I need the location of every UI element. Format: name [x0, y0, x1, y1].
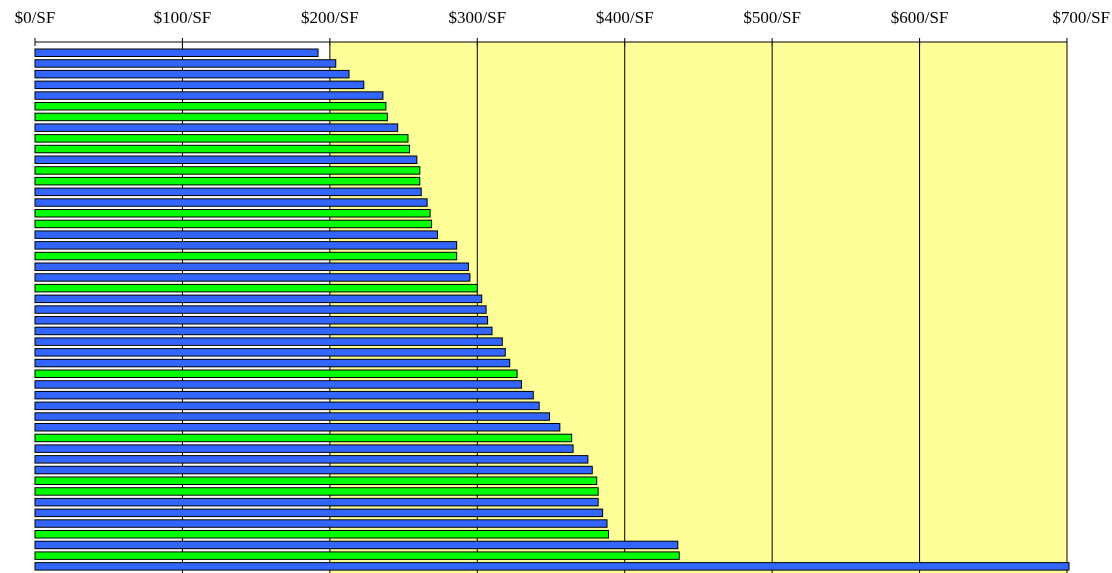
tick-label: $200/SF [301, 8, 359, 27]
bar [34, 519, 608, 528]
tick-label: $700/SF [1052, 8, 1110, 27]
bar [34, 455, 589, 464]
bar [34, 262, 469, 271]
bar [34, 283, 478, 293]
bar [34, 508, 604, 518]
bar [34, 326, 493, 336]
bar [34, 305, 487, 314]
bar [34, 198, 428, 207]
tick-label: $400/SF [596, 8, 654, 27]
x-axis-ticks [34, 38, 1068, 46]
bar [34, 59, 337, 68]
tick-label: $300/SF [448, 8, 506, 27]
bar [34, 144, 410, 154]
bar [34, 123, 399, 132]
bar [34, 112, 388, 122]
bar [34, 530, 609, 539]
bar [34, 465, 593, 475]
bar [34, 230, 438, 239]
bar [34, 134, 409, 143]
tick-label: $0/SF [15, 8, 56, 27]
x-axis-tick-labels: $0/SF $100/SF $200/SF $300/SF $400/SF $500/SF… [15, 8, 1110, 27]
bar [34, 209, 431, 218]
bar [34, 48, 319, 57]
tick-label: $500/SF [743, 8, 801, 27]
bar [34, 358, 511, 368]
tick-label: $100/SF [154, 8, 212, 27]
bar [34, 423, 561, 432]
bar [34, 155, 418, 164]
bar [34, 412, 551, 421]
bar [34, 219, 433, 229]
bar [34, 433, 573, 443]
bar [34, 476, 598, 485]
bar [34, 187, 422, 197]
bar [34, 251, 458, 261]
bar [34, 551, 680, 560]
bar [34, 380, 523, 389]
bar [34, 487, 599, 496]
bar [34, 337, 503, 346]
bar [34, 69, 350, 79]
bar [34, 497, 599, 507]
bar [34, 166, 421, 175]
bar [34, 316, 489, 325]
bar [34, 369, 518, 378]
bar [34, 91, 384, 100]
bar [34, 80, 365, 90]
bar [34, 348, 506, 357]
bar [34, 444, 574, 453]
bar [34, 241, 458, 250]
bar [34, 390, 534, 400]
bar [34, 176, 421, 186]
bar [34, 273, 471, 282]
bar [34, 562, 1070, 571]
bar [34, 294, 483, 304]
bar [34, 540, 679, 550]
bars [34, 48, 1070, 571]
tick-label: $600/SF [891, 8, 949, 27]
bar [34, 102, 387, 111]
bar [34, 401, 540, 411]
